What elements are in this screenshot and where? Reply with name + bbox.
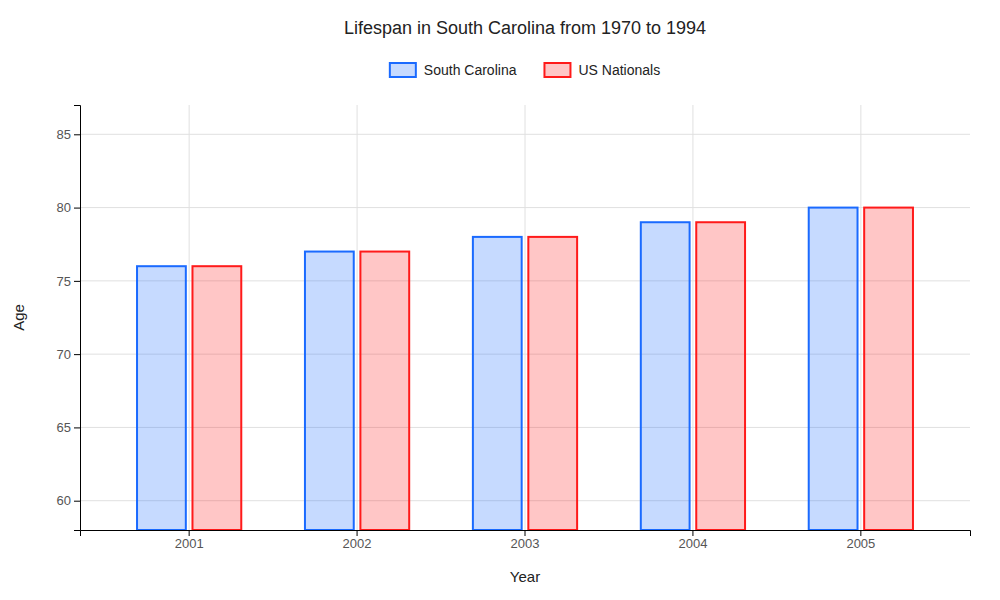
tick-mark [74, 208, 80, 209]
tick-mark [525, 530, 526, 536]
tick-label: 75 [57, 274, 71, 289]
tick-label: 65 [57, 420, 71, 435]
tick: 70 [57, 347, 80, 362]
tick: 2005 [846, 530, 875, 551]
y-axis-title: Age [10, 304, 27, 331]
grid [80, 105, 970, 530]
tick: 65 [57, 420, 80, 435]
axis-line [81, 531, 971, 537]
chart: 60 65 70 75 80 85 2001 2002 2003 2004 2005 Year Age L… [0, 0, 1000, 600]
grid-line [860, 105, 861, 530]
bar [864, 208, 913, 530]
tick: 80 [57, 200, 80, 215]
x-axis-title: Year [510, 568, 540, 585]
tick-label: 2004 [678, 536, 707, 551]
legend-item: South Carolina [390, 62, 517, 78]
tick: 2004 [678, 530, 707, 551]
grid-line [525, 105, 526, 530]
axis-line [74, 106, 81, 531]
bar [528, 237, 577, 530]
bar [137, 266, 186, 530]
legend-swatch [544, 63, 570, 77]
tick-label: 2001 [175, 536, 204, 551]
tick-mark [692, 530, 693, 536]
bar [360, 252, 409, 530]
y-axis: 60 65 70 75 80 85 [57, 106, 81, 531]
bar [473, 237, 522, 530]
tick-label: 2005 [846, 536, 875, 551]
tick: 85 [57, 127, 80, 142]
series [192, 208, 912, 530]
series [137, 208, 857, 530]
tick: 2001 [175, 530, 204, 551]
tick-label: 85 [57, 127, 71, 142]
tick-label: 70 [57, 347, 71, 362]
tick-mark [74, 427, 80, 428]
title: Lifespan in South Carolina from 1970 to … [344, 18, 706, 38]
tick-label: 2002 [343, 536, 372, 551]
bar [696, 222, 745, 530]
x-axis: 2001 2002 2003 2004 2005 [81, 530, 971, 551]
legend-item: US Nationals [544, 62, 660, 78]
legend: South Carolina US Nationals [390, 62, 660, 78]
tick-mark [860, 530, 861, 536]
grid-line [357, 105, 358, 530]
tick: 60 [57, 493, 80, 508]
tick-mark [357, 530, 358, 536]
tick-mark [74, 501, 80, 502]
tick-mark [189, 530, 190, 536]
grid-line [692, 105, 693, 530]
tick: 75 [57, 274, 80, 289]
bar [305, 252, 354, 530]
tick-mark [74, 281, 80, 282]
bar [809, 208, 858, 530]
legend-label: US Nationals [578, 62, 660, 78]
bars [137, 208, 913, 530]
grid-line [189, 105, 190, 530]
bar [641, 222, 690, 530]
legend-label: South Carolina [424, 62, 517, 78]
legend-swatch [390, 63, 416, 77]
tick: 2003 [511, 530, 540, 551]
plot: 60 65 70 75 80 85 2001 2002 2003 2004 2005 [57, 105, 971, 551]
tick-label: 60 [57, 493, 71, 508]
tick-mark [74, 354, 80, 355]
tick-mark [74, 134, 80, 135]
bar [192, 266, 241, 530]
tick-label: 2003 [511, 536, 540, 551]
tick-label: 80 [57, 200, 71, 215]
tick: 2002 [343, 530, 372, 551]
